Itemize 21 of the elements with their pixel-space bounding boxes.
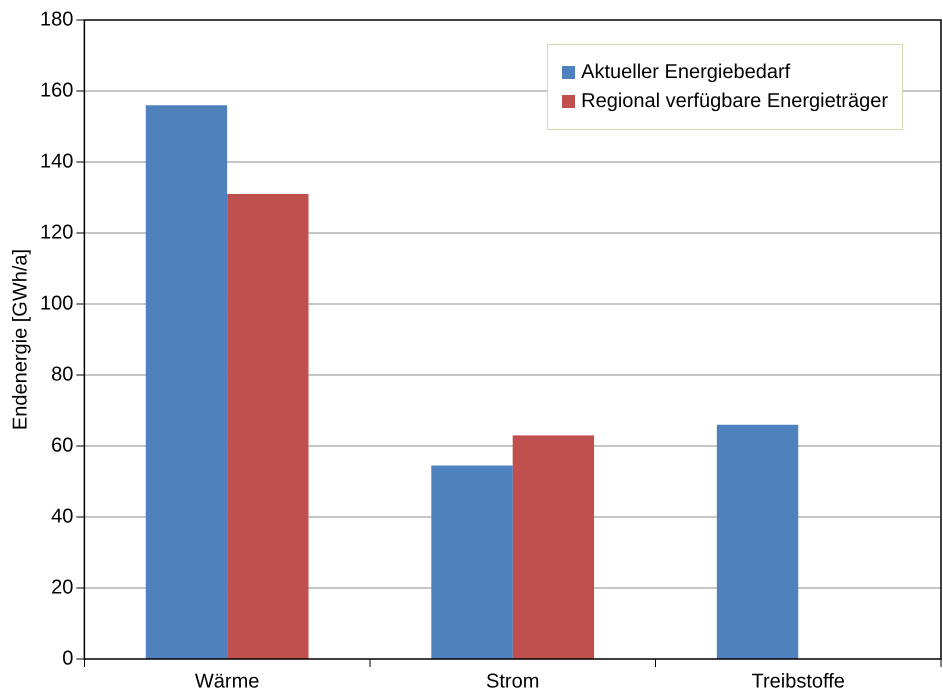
- x-tick-label: Strom: [486, 670, 540, 693]
- bar: [227, 194, 309, 658]
- bar: [512, 435, 594, 658]
- bar: [716, 424, 798, 658]
- y-tick-label: 160: [40, 80, 74, 102]
- y-tick-label: 80: [51, 364, 74, 386]
- x-tick-label: Wärme: [194, 670, 260, 693]
- y-tick-label: 60: [51, 434, 74, 457]
- y-tick-label: 40: [51, 506, 74, 528]
- y-tick-label: 140: [40, 150, 74, 173]
- y-tick-label: 100: [40, 292, 74, 315]
- bar: [146, 105, 228, 658]
- y-tick-label: 20: [51, 576, 74, 599]
- x-tick-label: Treibstoffe: [752, 670, 845, 693]
- bar: [431, 466, 513, 658]
- y-tick-label: 120: [40, 222, 74, 244]
- y-axis-title: Endenergie [GWh/a]: [10, 248, 32, 430]
- legend-label: Regional verfügbare Energieträger: [581, 90, 888, 113]
- legend-label: Aktueller Energiebedarf: [581, 61, 790, 84]
- y-tick-label: 180: [40, 8, 74, 31]
- y-tick-label: 0: [62, 648, 74, 670]
